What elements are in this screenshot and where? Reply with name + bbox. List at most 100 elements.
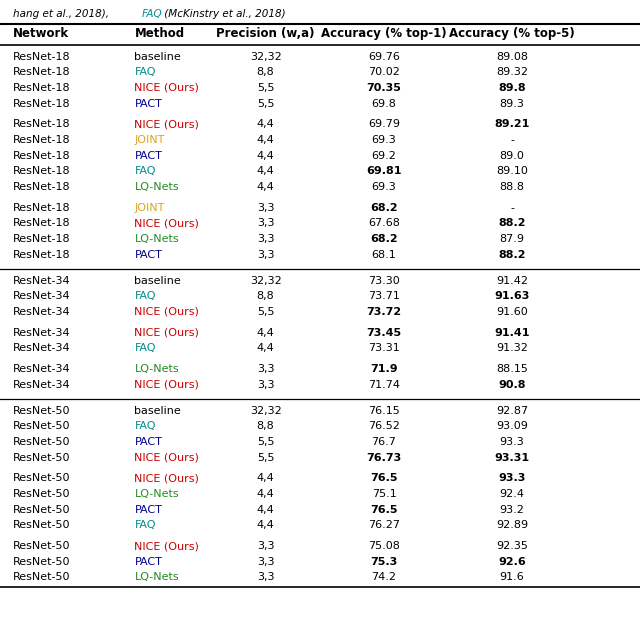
Text: ResNet-50: ResNet-50 [13,406,70,415]
Text: 69.76: 69.76 [368,52,400,61]
Text: 91.42: 91.42 [496,275,528,286]
Text: ResNet-18: ResNet-18 [13,203,70,213]
Text: 89.21: 89.21 [494,119,530,129]
Text: NICE (Ours): NICE (Ours) [134,119,199,129]
Text: 71.74: 71.74 [368,380,400,390]
Text: 68.1: 68.1 [372,250,396,259]
Text: LQ-Nets: LQ-Nets [134,364,179,374]
Text: ResNet-50: ResNet-50 [13,452,70,463]
Text: ResNet-18: ResNet-18 [13,166,70,176]
Text: 76.5: 76.5 [371,505,397,514]
Text: 91.41: 91.41 [494,328,530,337]
Text: 3,3: 3,3 [257,380,275,390]
Text: 93.2: 93.2 [500,505,524,514]
Text: hang et al., 2018),: hang et al., 2018), [13,9,112,19]
Text: 75.08: 75.08 [368,541,400,551]
Text: baseline: baseline [134,406,181,415]
Text: 3,3: 3,3 [257,557,275,567]
Text: 73.30: 73.30 [368,275,400,286]
Text: -: - [510,203,514,213]
Text: 93.3: 93.3 [499,473,525,483]
Text: PACT: PACT [134,151,163,160]
Text: ResNet-18: ResNet-18 [13,83,70,93]
Text: Precision (w,a): Precision (w,a) [216,27,315,40]
Text: 87.9: 87.9 [499,234,525,244]
Text: 4,4: 4,4 [257,182,275,192]
Text: 73.45: 73.45 [367,328,401,337]
Text: 89.3: 89.3 [500,98,524,109]
Text: JOINT: JOINT [134,203,164,213]
Text: NICE (Ours): NICE (Ours) [134,83,199,93]
Text: 4,4: 4,4 [257,343,275,353]
Text: 4,4: 4,4 [257,119,275,129]
Text: 76.5: 76.5 [371,473,397,483]
Text: 93.09: 93.09 [496,421,528,431]
Text: 69.3: 69.3 [372,182,396,192]
Text: 92.35: 92.35 [496,541,528,551]
Text: ResNet-18: ResNet-18 [13,219,70,228]
Text: FAQ: FAQ [134,520,156,530]
Text: ResNet-50: ResNet-50 [13,505,70,514]
Text: 3,3: 3,3 [257,573,275,582]
Text: Accuracy (% top-5): Accuracy (% top-5) [449,27,575,40]
Text: 5,5: 5,5 [257,437,275,447]
Text: 73.71: 73.71 [368,291,400,301]
Text: 69.8: 69.8 [372,98,396,109]
Text: PACT: PACT [134,98,163,109]
Text: baseline: baseline [134,275,181,286]
Text: 71.9: 71.9 [370,364,398,374]
Text: 76.7: 76.7 [372,437,396,447]
Text: FAQ: FAQ [134,421,156,431]
Text: LQ-Nets: LQ-Nets [134,489,179,499]
Text: LQ-Nets: LQ-Nets [134,234,179,244]
Text: ResNet-18: ResNet-18 [13,67,70,77]
Text: 76.27: 76.27 [368,520,400,530]
Text: NICE (Ours): NICE (Ours) [134,541,199,551]
Text: -: - [510,135,514,145]
Text: 4,4: 4,4 [257,489,275,499]
Text: 68.2: 68.2 [370,203,398,213]
Text: ResNet-34: ResNet-34 [13,291,70,301]
Text: 90.8: 90.8 [499,380,525,390]
Text: 5,5: 5,5 [257,307,275,317]
Text: JOINT: JOINT [134,135,164,145]
Text: NICE (Ours): NICE (Ours) [134,380,199,390]
Text: ResNet-18: ResNet-18 [13,151,70,160]
Text: 8,8: 8,8 [257,67,275,77]
Text: 3,3: 3,3 [257,250,275,259]
Text: 32,32: 32,32 [250,275,282,286]
Text: 76.73: 76.73 [366,452,402,463]
Text: NICE (Ours): NICE (Ours) [134,452,199,463]
Text: 67.68: 67.68 [368,219,400,228]
Text: 8,8: 8,8 [257,291,275,301]
Text: LQ-Nets: LQ-Nets [134,573,179,582]
Text: PACT: PACT [134,505,163,514]
Text: baseline: baseline [134,52,181,61]
Text: ResNet-18: ResNet-18 [13,234,70,244]
Text: ResNet-18: ResNet-18 [13,119,70,129]
Text: 88.15: 88.15 [496,364,528,374]
Text: 3,3: 3,3 [257,364,275,374]
Text: PACT: PACT [134,557,163,567]
Text: 89.0: 89.0 [500,151,524,160]
Text: 93.3: 93.3 [500,437,524,447]
Text: 4,4: 4,4 [257,151,275,160]
Text: 76.52: 76.52 [368,421,400,431]
Text: 89.10: 89.10 [496,166,528,176]
Text: 69.2: 69.2 [372,151,396,160]
Text: NICE (Ours): NICE (Ours) [134,219,199,228]
Text: ResNet-34: ResNet-34 [13,328,70,337]
Text: 5,5: 5,5 [257,98,275,109]
Text: 69.81: 69.81 [366,166,402,176]
Text: 92.6: 92.6 [498,557,526,567]
Text: 3,3: 3,3 [257,234,275,244]
Text: ResNet-18: ResNet-18 [13,52,70,61]
Text: 73.31: 73.31 [368,343,400,353]
Text: 91.32: 91.32 [496,343,528,353]
Text: NICE (Ours): NICE (Ours) [134,328,199,337]
Text: 88.2: 88.2 [499,219,525,228]
Text: 5,5: 5,5 [257,452,275,463]
Text: 70.35: 70.35 [367,83,401,93]
Text: 32,32: 32,32 [250,52,282,61]
Text: 93.31: 93.31 [495,452,529,463]
